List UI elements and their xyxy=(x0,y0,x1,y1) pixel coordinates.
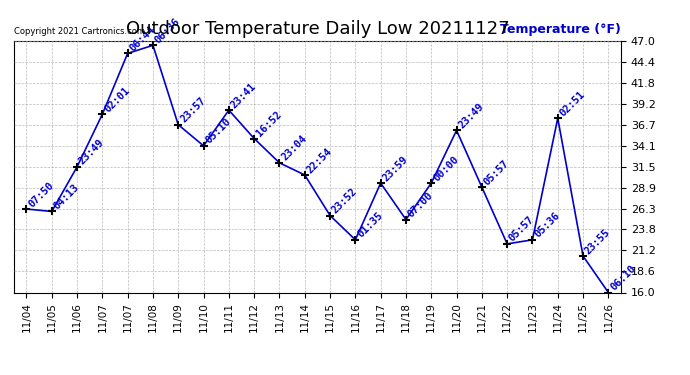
Text: 23:49: 23:49 xyxy=(457,101,486,130)
Text: Copyright 2021 Cartronics.com: Copyright 2021 Cartronics.com xyxy=(14,27,145,36)
Text: 23:57: 23:57 xyxy=(178,96,208,125)
Text: 23:59: 23:59 xyxy=(381,154,410,183)
Text: 05:36: 05:36 xyxy=(533,211,562,240)
Text: 06:36: 06:36 xyxy=(153,16,182,45)
Text: 05:57: 05:57 xyxy=(482,158,511,187)
Text: 01:35: 01:35 xyxy=(355,211,384,240)
Text: 16:52: 16:52 xyxy=(254,110,284,138)
Text: 04:13: 04:13 xyxy=(52,182,81,212)
Text: 23:49: 23:49 xyxy=(77,138,106,167)
Text: 07:50: 07:50 xyxy=(26,180,56,209)
Title: Outdoor Temperature Daily Low 20211127: Outdoor Temperature Daily Low 20211127 xyxy=(126,20,509,38)
Text: 00:00: 00:00 xyxy=(431,154,460,183)
Text: 23:52: 23:52 xyxy=(330,186,359,216)
Text: Temperature (°F): Temperature (°F) xyxy=(500,23,621,36)
Text: 23:55: 23:55 xyxy=(583,227,612,256)
Text: 06:10: 06:10 xyxy=(609,263,638,292)
Text: 22:54: 22:54 xyxy=(305,146,334,175)
Text: 07:00: 07:00 xyxy=(406,190,435,219)
Text: 23:04: 23:04 xyxy=(279,134,308,163)
Text: 06:44: 06:44 xyxy=(128,24,157,53)
Text: 02:51: 02:51 xyxy=(558,89,587,118)
Text: 02:01: 02:01 xyxy=(102,85,132,114)
Text: 05:57: 05:57 xyxy=(507,215,536,244)
Text: 05:10: 05:10 xyxy=(204,117,233,146)
Text: 23:41: 23:41 xyxy=(229,81,258,110)
